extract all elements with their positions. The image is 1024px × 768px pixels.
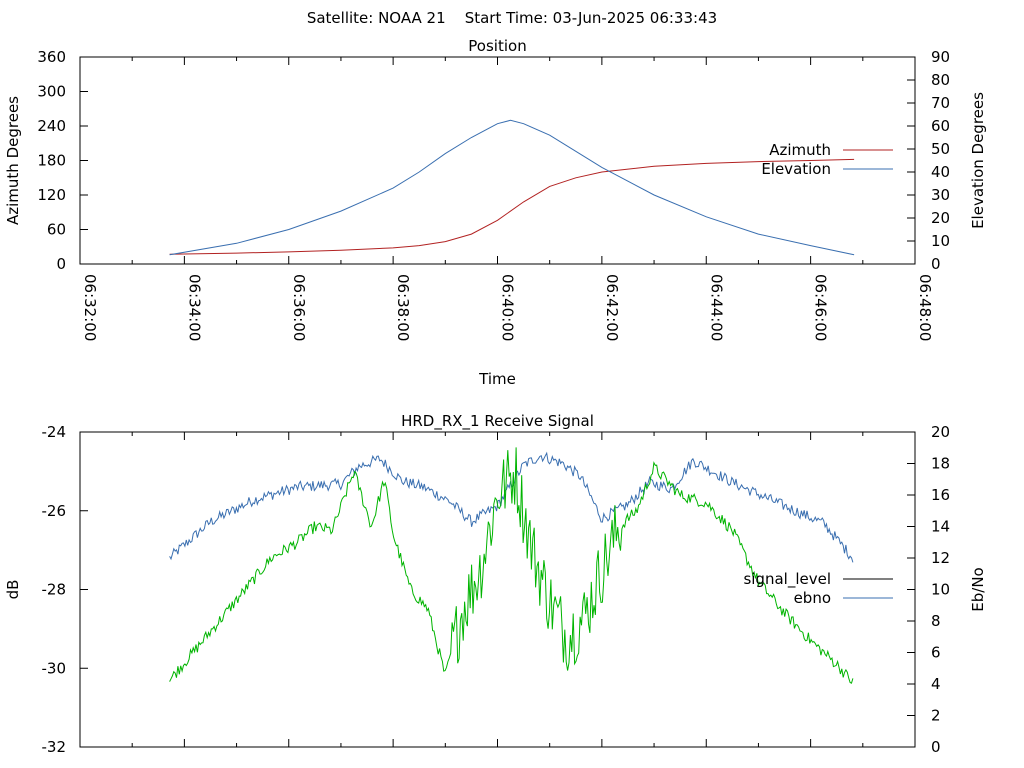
- y2-tick-label: 4: [931, 675, 941, 693]
- y2-tick-label: 0: [931, 255, 941, 273]
- y2-tick-label: 90: [931, 48, 950, 66]
- x-tick-label: 06:36:00: [290, 274, 308, 341]
- y2-tick-label: 80: [931, 71, 950, 89]
- y2-axis-label: Eb/No: [969, 567, 987, 611]
- x-tick-label: 06:42:00: [603, 274, 621, 341]
- x-tick-label: 06:32:00: [81, 274, 99, 341]
- y2-tick-label: 40: [931, 163, 950, 181]
- y2-tick-label: 60: [931, 117, 950, 135]
- y2-tick-label: 50: [931, 140, 950, 158]
- y2-tick-label: 30: [931, 186, 950, 204]
- x-tick-label: 06:38:00: [394, 274, 412, 341]
- page-title: Satellite: NOAA 21 Start Time: 03-Jun-20…: [307, 9, 717, 27]
- y-tick-label: 120: [37, 186, 66, 204]
- y2-tick-label: 20: [931, 423, 950, 441]
- x-axis-label: Time: [478, 370, 516, 388]
- y2-tick-label: 8: [931, 612, 941, 630]
- y-axis-label: Azimuth Degrees: [4, 96, 22, 225]
- x-tick-label: 06:44:00: [707, 274, 725, 341]
- legend-label: signal_level: [743, 570, 831, 589]
- y-tick-label: 0: [56, 255, 66, 273]
- series-line-Azimuth: [169, 158, 855, 255]
- y2-axis-label: Elevation Degrees: [969, 92, 987, 229]
- y2-tick-label: 18: [931, 455, 950, 473]
- y2-tick-label: 6: [931, 644, 941, 662]
- y2-tick-label: 16: [931, 486, 950, 504]
- y-tick-label: -30: [42, 659, 67, 677]
- position-chart: Position 06:32:00 06:34:00 06:36:00 06:38:00…: [4, 37, 987, 388]
- y-tick-label: -32: [42, 738, 67, 756]
- chart-title: Position: [468, 37, 526, 55]
- legend-label: Elevation: [761, 160, 831, 178]
- series-line-Elevation: [169, 119, 855, 256]
- y2-tick-label: 20: [931, 209, 950, 227]
- x-tick-label: 06:40:00: [499, 274, 517, 341]
- y2-tick-label: 0: [931, 738, 941, 756]
- y-axis-label: dB: [4, 580, 22, 600]
- y-tick-label: 300: [37, 83, 66, 101]
- y2-tick-label: 70: [931, 94, 950, 112]
- x-tick-label: 06:34:00: [185, 274, 203, 341]
- y2-tick-label: 12: [931, 549, 950, 567]
- y2-tick-label: 14: [931, 518, 950, 536]
- receive-signal-chart: HRD_RX_1 Receive Signal -32 -30 -28 -26 -24 0 2…: [4, 412, 987, 756]
- y2-tick-label: 10: [931, 581, 950, 599]
- legend-label: Azimuth: [769, 141, 831, 159]
- y-tick-label: 360: [37, 48, 66, 66]
- series-line-series-2: [169, 447, 854, 684]
- y2-tick-label: 10: [931, 232, 950, 250]
- y-tick-label: 240: [37, 117, 66, 135]
- legend-label: ebno: [794, 589, 831, 607]
- y-tick-label: -26: [42, 502, 67, 520]
- y2-tick-label: 2: [931, 707, 941, 725]
- x-tick-label: 06:48:00: [916, 274, 934, 341]
- y-tick-label: -28: [42, 581, 67, 599]
- y-tick-label: 60: [47, 221, 66, 239]
- y-tick-label: 180: [37, 152, 66, 170]
- x-tick-label: 06:46:00: [812, 274, 830, 341]
- y-tick-label: -24: [42, 423, 67, 441]
- chart-title: HRD_RX_1 Receive Signal: [401, 412, 594, 431]
